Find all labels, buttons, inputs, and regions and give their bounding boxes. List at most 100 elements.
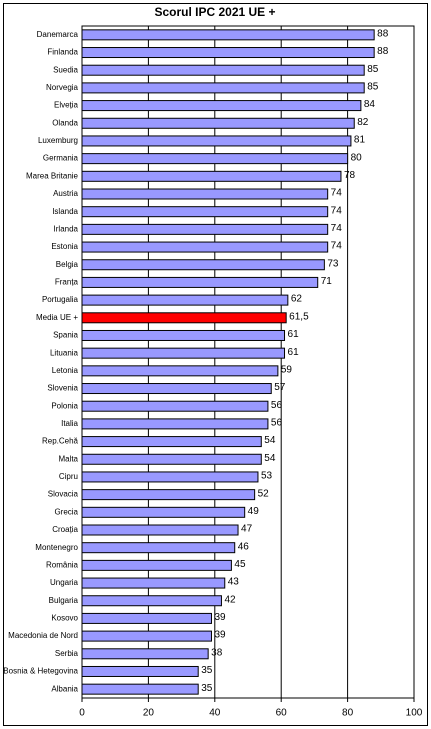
value-label: 61: [288, 347, 300, 358]
y-tick-label: Rep.Cehă: [42, 437, 79, 446]
value-label: 81: [354, 135, 366, 146]
value-label: 74: [331, 188, 343, 199]
x-tick-label: 0: [79, 708, 85, 719]
value-label: 39: [214, 612, 226, 623]
value-label: 52: [258, 488, 270, 499]
value-label: 53: [261, 471, 273, 482]
y-tick-label: Montenegro: [35, 543, 78, 552]
bar: [81, 542, 236, 554]
value-label: 88: [377, 46, 389, 57]
y-tick-label: Austria: [53, 189, 78, 198]
y-tick-label: Ungaria: [50, 578, 79, 587]
y-tick-label: Slovenia: [47, 384, 78, 393]
value-label: 56: [271, 400, 283, 411]
value-label: 84: [364, 99, 376, 110]
bar: [81, 612, 212, 624]
value-label: 42: [224, 594, 236, 605]
y-tick-label: Lituania: [50, 348, 79, 357]
value-label: 38: [211, 647, 223, 658]
y-tick-label: Franța: [55, 278, 79, 287]
bar: [81, 206, 329, 218]
bar: [81, 241, 329, 253]
y-tick-label: Norvegia: [46, 83, 79, 92]
y-tick-label: Polonia: [51, 401, 78, 410]
y-tick-label: Slovacia: [48, 490, 79, 499]
x-tick-label: 100: [406, 708, 423, 719]
bar: [81, 188, 329, 200]
bar: [81, 630, 212, 642]
bar: [81, 595, 222, 607]
bar: [81, 259, 325, 271]
value-label: 54: [264, 453, 276, 464]
bar: [81, 665, 199, 677]
y-tick-label: Estonia: [51, 242, 78, 251]
y-tick-label: Islanda: [52, 207, 78, 216]
bar: [81, 223, 329, 235]
bar: [81, 170, 342, 182]
y-tick-label: Croația: [52, 525, 78, 534]
bar: [81, 418, 269, 430]
y-tick-label: Luxemburg: [38, 136, 78, 145]
bar: [81, 506, 246, 518]
value-label: 39: [214, 630, 226, 641]
y-tick-label: Serbia: [55, 649, 79, 658]
value-label: 45: [234, 559, 246, 570]
bar: [81, 312, 287, 324]
y-tick-label: Spania: [53, 331, 78, 340]
x-tick-label: 60: [276, 708, 288, 719]
value-label: 74: [331, 241, 343, 252]
y-tick-label: Cipru: [59, 472, 78, 481]
bar: [81, 135, 352, 147]
value-label: 82: [357, 117, 369, 128]
bar: [81, 100, 362, 112]
bar: [81, 471, 259, 483]
value-label: 35: [201, 683, 213, 694]
value-label: 85: [367, 82, 379, 93]
y-tick-label: Olanda: [52, 118, 78, 127]
bar: [81, 400, 269, 412]
y-tick-label: Finlanda: [47, 48, 78, 57]
bar: [81, 82, 365, 94]
y-tick-label: Portugalia: [42, 295, 79, 304]
bar: [81, 365, 279, 377]
chart-title: Scorul IPC 2021 UE +: [154, 5, 275, 19]
value-label: 88: [377, 28, 389, 39]
bar: [81, 559, 232, 571]
y-tick-label: Media UE +: [36, 313, 78, 322]
bar: [81, 524, 239, 536]
value-label: 61,5: [289, 311, 309, 322]
value-label: 57: [274, 382, 286, 393]
value-label: 46: [238, 541, 250, 552]
bar: [81, 29, 375, 41]
y-tick-label: Italia: [61, 419, 78, 428]
bar: [81, 436, 262, 448]
bar: [81, 153, 349, 165]
y-tick-label: Letonia: [52, 366, 79, 375]
value-label: 62: [291, 294, 303, 305]
y-tick-label: Macedonia de Nord: [8, 631, 78, 640]
y-tick-label: Kosovo: [51, 614, 78, 623]
bar: [81, 64, 365, 76]
bar: [81, 683, 199, 695]
value-label: 80: [351, 152, 363, 163]
y-tick-label: Belgia: [56, 260, 79, 269]
bar: [81, 276, 319, 288]
value-label: 61: [288, 329, 300, 340]
bar: [81, 47, 375, 59]
y-tick-label: Bulgaria: [49, 596, 79, 605]
x-tick-label: 80: [342, 708, 354, 719]
y-tick-label: Elveția: [54, 101, 79, 110]
value-label: 59: [281, 364, 293, 375]
y-tick-label: Marea Britanie: [26, 171, 79, 180]
y-tick-label: Irlanda: [54, 224, 79, 233]
value-label: 85: [367, 64, 379, 75]
value-label: 78: [344, 170, 356, 181]
value-label: 56: [271, 418, 283, 429]
bar: [81, 383, 272, 395]
y-tick-label: Bosnia & Hetegovina: [3, 667, 78, 676]
value-label: 49: [248, 506, 260, 517]
value-label: 74: [331, 223, 343, 234]
bar: [81, 347, 286, 359]
bar: [81, 453, 262, 465]
